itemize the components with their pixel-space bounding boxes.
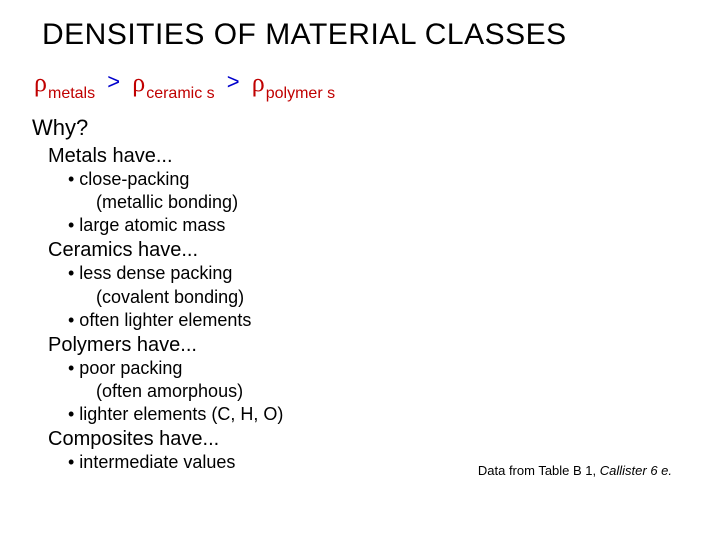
bullet: • poor packing [68, 357, 690, 380]
citation: Data from Table B 1, Callister 6 e. [478, 463, 672, 478]
rho-ceramics: ρ [132, 68, 145, 97]
citation-source: Callister 6 e. [600, 463, 672, 478]
bullet: • large atomic mass [68, 214, 690, 237]
bullets-metals: • close-packing (metallic bonding) • lar… [68, 168, 690, 237]
bullet: • often lighter elements [68, 309, 690, 332]
bullet: (metallic bonding) [96, 191, 690, 214]
group-head-metals: Metals have... [48, 145, 690, 168]
bullet: (often amorphous) [96, 380, 690, 403]
group-polymers: Polymers have... • poor packing (often a… [30, 334, 690, 426]
density-inequality: ρmetals > ρceramic s > ρpolymer s [34, 68, 690, 101]
slide-title: DENSITIES OF MATERIAL CLASSES [42, 18, 690, 52]
bullets-ceramics: • less dense packing (covalent bonding) … [68, 262, 690, 331]
sub-ceramics: ceramic s [146, 85, 214, 102]
bullet: • less dense packing [68, 262, 690, 285]
rho-metals: ρ [34, 68, 47, 97]
gt-2: > [227, 69, 240, 94]
why-heading: Why? [32, 115, 690, 141]
bullets-polymers: • poor packing (often amorphous) • light… [68, 357, 690, 426]
group-head-polymers: Polymers have... [48, 334, 690, 357]
group-head-ceramics: Ceramics have... [48, 239, 690, 262]
group-metals: Metals have... • close-packing (metallic… [30, 145, 690, 237]
group-head-composites: Composites have... [48, 428, 690, 451]
bullet: • lighter elements (C, H, O) [68, 403, 690, 426]
sub-metals: metals [48, 85, 95, 102]
sub-polymers: polymer s [266, 85, 335, 102]
gt-1: > [107, 69, 120, 94]
bullet: (covalent bonding) [96, 286, 690, 309]
group-ceramics: Ceramics have... • less dense packing (c… [30, 239, 690, 331]
citation-prefix: Data from Table B 1, [478, 463, 600, 478]
slide-container: DENSITIES OF MATERIAL CLASSES ρmetals > … [0, 0, 720, 540]
rho-polymers: ρ [252, 68, 265, 97]
bullet: • close-packing [68, 168, 690, 191]
